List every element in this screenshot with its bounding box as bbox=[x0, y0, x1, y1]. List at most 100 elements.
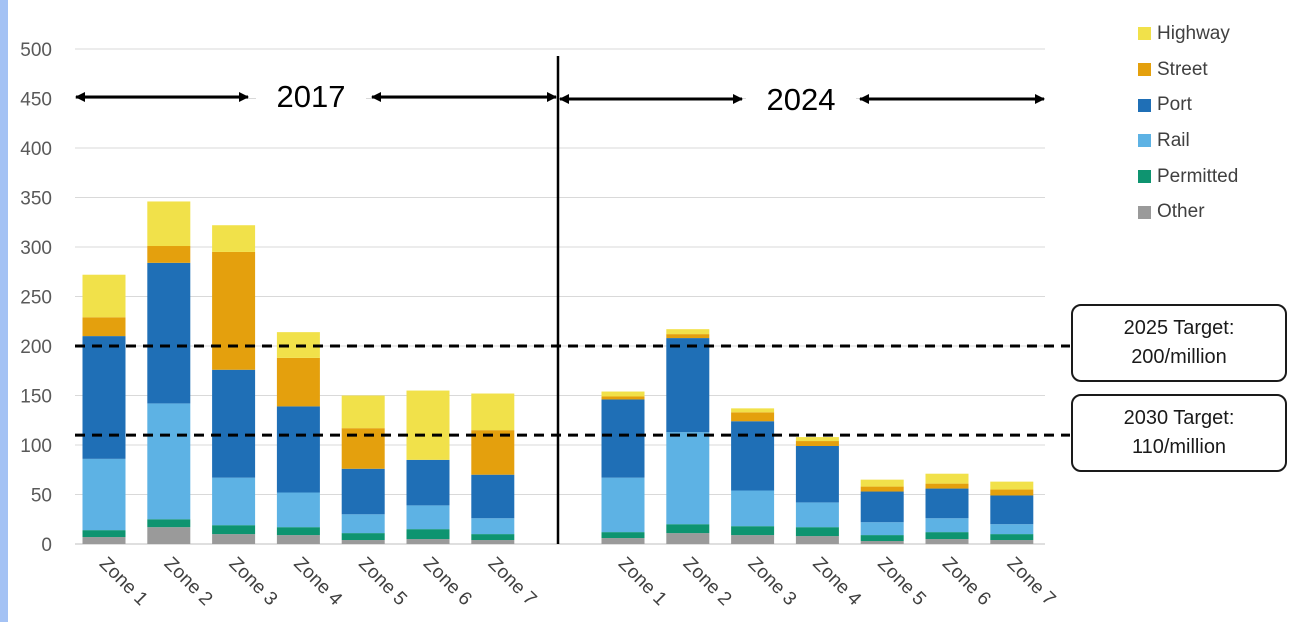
x-tick-label-2017-zone2: Zone 2 bbox=[160, 553, 217, 610]
legend-label-street: Street bbox=[1157, 58, 1208, 80]
bar-2024-zone7-permitted bbox=[990, 534, 1034, 541]
legend-item-rail: Rail bbox=[1138, 123, 1238, 159]
target-2030-title: 2030 Target: bbox=[1123, 407, 1235, 429]
bar-2017-zone5-highway bbox=[341, 395, 385, 429]
bar-2017-zone6-port bbox=[406, 459, 450, 506]
bar-2024-zone5-other bbox=[860, 541, 904, 544]
legend: Highway Street Port Rail Permitted Other bbox=[1138, 16, 1238, 230]
x-tick-label-2024-zone7: Zone 7 bbox=[1003, 553, 1060, 610]
bar-2024-zone5-permitted bbox=[860, 535, 904, 542]
legend-swatch-other bbox=[1138, 205, 1151, 219]
legend-item-highway: Highway bbox=[1138, 16, 1238, 52]
x-tick-label-2024-zone3: Zone 3 bbox=[744, 553, 801, 610]
bar-2017-zone3-highway bbox=[212, 225, 256, 252]
bar-2017-zone2-rail bbox=[147, 403, 191, 520]
bar-2024-zone3-port bbox=[731, 421, 775, 491]
bar-2024-zone2-permitted bbox=[666, 524, 710, 534]
bar-2017-zone6-rail bbox=[406, 505, 450, 530]
legend-swatch-highway bbox=[1138, 27, 1151, 41]
bar-2024-zone7-port bbox=[990, 495, 1034, 525]
bar-2017-zone7-highway bbox=[471, 393, 515, 431]
bar-2017-zone2-other bbox=[147, 527, 191, 544]
y-tick-label-200: 200 bbox=[20, 337, 52, 358]
target-2025-box: 2025 Target: 200/million bbox=[1071, 304, 1287, 382]
bar-2024-zone1-rail bbox=[601, 477, 645, 533]
x-tick-label-2017-zone3: Zone 3 bbox=[225, 553, 282, 610]
bar-2024-zone4-street bbox=[795, 441, 839, 446]
bar-2017-zone5-port bbox=[341, 468, 385, 515]
bar-2017-zone1-rail bbox=[82, 458, 126, 531]
bar-2024-zone5-rail bbox=[860, 522, 904, 536]
legend-label-other: Other bbox=[1157, 201, 1205, 223]
bar-2017-zone3-port bbox=[212, 369, 256, 478]
period-label-2024: 2024 bbox=[767, 82, 836, 117]
legend-swatch-rail bbox=[1138, 134, 1151, 148]
bar-2017-zone7-port bbox=[471, 474, 515, 519]
y-tick-label-0: 0 bbox=[41, 535, 52, 556]
y-tick-label-150: 150 bbox=[20, 387, 52, 408]
bar-2017-zone3-permitted bbox=[212, 525, 256, 535]
bar-2024-zone7-rail bbox=[990, 524, 1034, 535]
bar-2017-zone4-port bbox=[276, 406, 320, 493]
bar-2017-zone3-street bbox=[212, 251, 256, 370]
bar-2017-zone4-rail bbox=[276, 492, 320, 528]
bar-2024-zone4-highway bbox=[795, 437, 839, 442]
legend-label-port: Port bbox=[1157, 94, 1192, 116]
bar-2024-zone3-street bbox=[731, 412, 775, 422]
x-tick-label-2024-zone1: Zone 1 bbox=[614, 553, 671, 610]
bar-2017-zone2-highway bbox=[147, 201, 191, 247]
bar-2017-zone2-port bbox=[147, 262, 191, 404]
target-2030-value: 110/million bbox=[1131, 436, 1227, 458]
x-tick-label-2024-zone4: Zone 4 bbox=[808, 553, 865, 610]
bar-2024-zone6-rail bbox=[925, 518, 969, 533]
bar-2024-zone4-other bbox=[795, 536, 839, 544]
bar-2024-zone4-port bbox=[795, 445, 839, 503]
bar-2017-zone7-other bbox=[471, 540, 515, 544]
bar-2017-zone1-highway bbox=[82, 274, 126, 318]
bar-2017-zone6-highway bbox=[406, 390, 450, 460]
legend-label-permitted: Permitted bbox=[1157, 165, 1239, 187]
legend-label-highway: Highway bbox=[1157, 22, 1230, 44]
bar-2017-zone7-street bbox=[471, 430, 515, 475]
bar-2017-zone7-permitted bbox=[471, 534, 515, 541]
bar-2024-zone3-other bbox=[731, 535, 775, 544]
period-label-2017: 2017 bbox=[277, 79, 346, 114]
bar-2017-zone6-other bbox=[406, 539, 450, 544]
target-2025-value: 200/million bbox=[1131, 346, 1227, 368]
bar-2024-zone2-highway bbox=[666, 329, 710, 335]
bar-2024-zone5-street bbox=[860, 486, 904, 492]
bar-2017-zone1-other bbox=[82, 537, 126, 544]
bar-2024-zone6-highway bbox=[925, 473, 969, 484]
bar-2024-zone7-street bbox=[990, 489, 1034, 496]
bar-2024-zone6-port bbox=[925, 488, 969, 519]
bar-2017-zone1-street bbox=[82, 317, 126, 337]
legend-swatch-permitted bbox=[1138, 170, 1151, 184]
x-tick-label-2024-zone2: Zone 2 bbox=[679, 553, 736, 610]
x-tick-label-2017-zone4: Zone 4 bbox=[289, 553, 346, 610]
bar-2024-zone1-street bbox=[601, 396, 645, 400]
bar-2017-zone4-street bbox=[276, 357, 320, 407]
target-2030-box: 2030 Target: 110/million bbox=[1071, 394, 1287, 472]
x-tick-label-2017-zone5: Zone 5 bbox=[354, 553, 411, 610]
bar-2017-zone5-other bbox=[341, 540, 385, 544]
target-2025-title: 2025 Target: bbox=[1123, 317, 1235, 339]
x-tick-label-2017-zone1: Zone 1 bbox=[95, 553, 152, 610]
x-tick-label-2017-zone7: Zone 7 bbox=[484, 553, 541, 610]
y-tick-label-300: 300 bbox=[20, 238, 52, 259]
y-tick-label-100: 100 bbox=[20, 436, 52, 457]
bar-2024-zone1-port bbox=[601, 399, 645, 478]
bar-2024-zone4-rail bbox=[795, 502, 839, 528]
legend-swatch-street bbox=[1138, 63, 1151, 77]
bar-2024-zone2-street bbox=[666, 334, 710, 339]
legend-item-permitted: Permitted bbox=[1138, 159, 1238, 195]
x-tick-label-2024-zone5: Zone 5 bbox=[873, 553, 930, 610]
bar-2024-zone7-other bbox=[990, 540, 1034, 544]
bar-2024-zone1-permitted bbox=[601, 532, 645, 539]
bar-2017-zone3-other bbox=[212, 534, 256, 544]
bar-2024-zone2-port bbox=[666, 338, 710, 433]
y-tick-label-450: 450 bbox=[20, 90, 52, 111]
bar-2017-zone4-permitted bbox=[276, 527, 320, 536]
period-label-2017-bg bbox=[256, 77, 366, 117]
bar-2024-zone5-highway bbox=[860, 479, 904, 487]
y-tick-label-500: 500 bbox=[20, 40, 52, 61]
